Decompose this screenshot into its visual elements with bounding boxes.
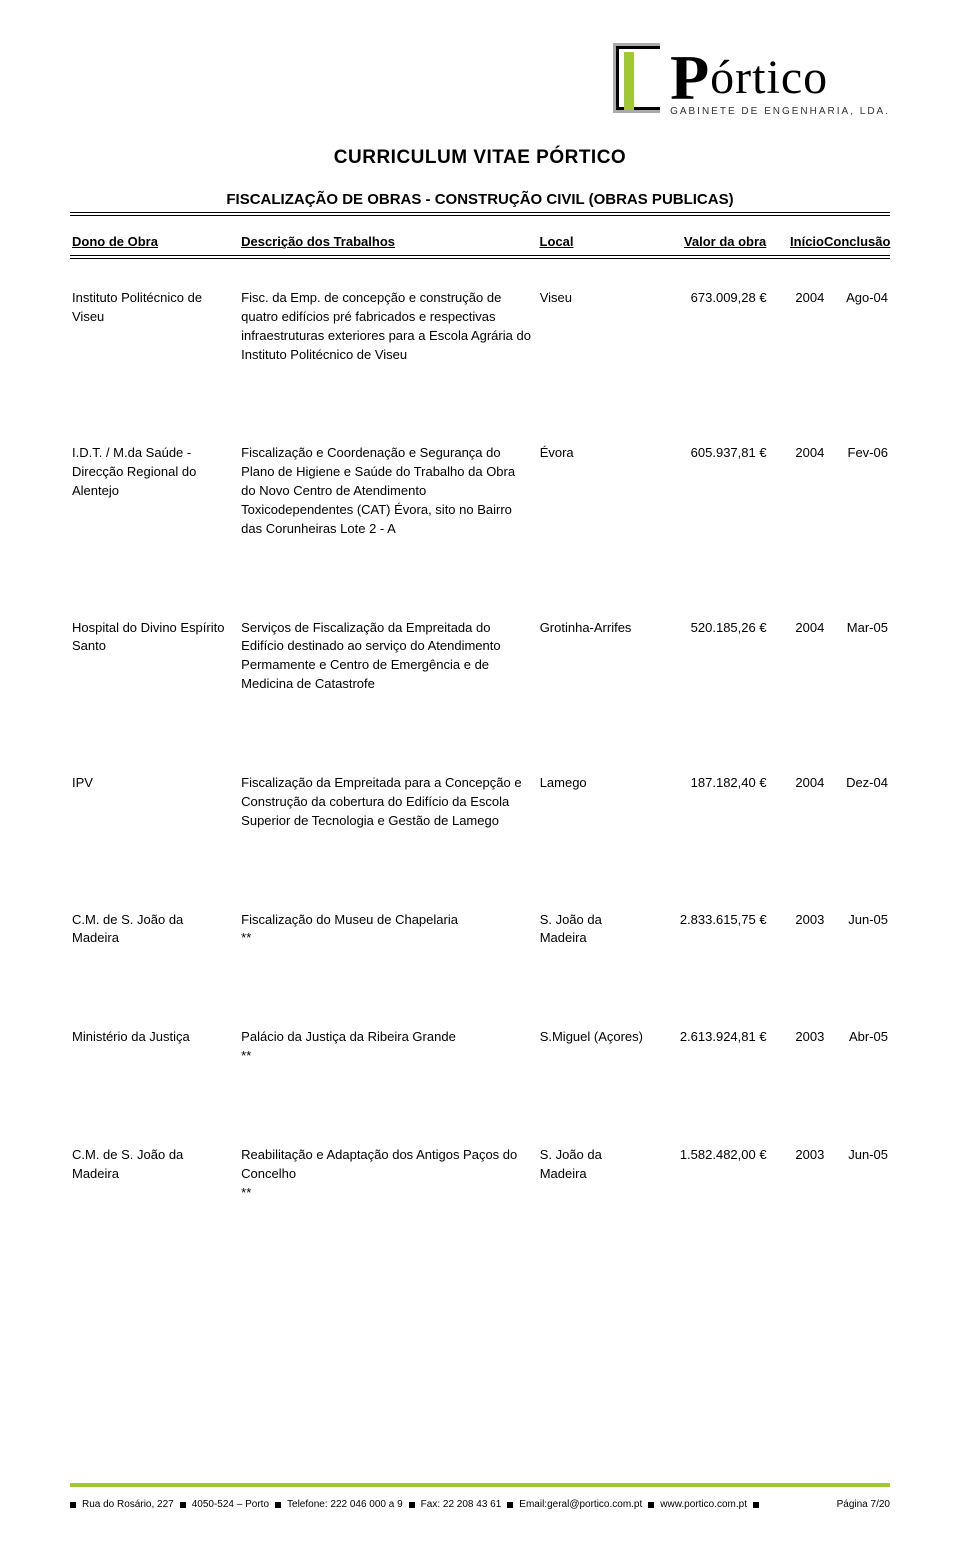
page-title: CURRICULUM VITAE PÓRTICO [70,147,890,169]
footer-page: Página 7/20 [837,1499,890,1510]
cell-conclusao: Ago-04 [824,289,888,364]
cell-valor: 1.582.482,00 € [657,1146,766,1203]
cell-local: Évora [540,444,657,538]
cell-desc: Palácio da Justiça da Ribeira Grande ** [241,1028,540,1066]
cell-inicio: 2004 [767,444,825,538]
footer-line: Rua do Rosário, 227 4050-524 – Porto Tel… [70,1499,890,1510]
cell-local: Grotinha-Arrifes [540,619,657,694]
cell-valor: 2.833.615,75 € [657,911,766,949]
cell-dono: C.M. de S. João da Madeira [72,1146,241,1203]
cell-inicio: 2003 [767,1146,825,1203]
rule-top [70,212,890,216]
cell-local: Lamego [540,774,657,831]
cell-local: Viseu [540,289,657,364]
cell-desc: Fiscalização do Museu de Chapelaria ** [241,911,540,949]
bullet-icon [409,1502,415,1508]
bullet-icon [275,1502,281,1508]
bullet-icon [648,1502,654,1508]
table-row: C.M. de S. João da MadeiraReabilitação e… [70,1146,890,1203]
cell-dono: Ministério da Justiça [72,1028,241,1066]
cell-conclusao: Dez-04 [824,774,888,831]
logo: Pórtico GABINETE DE ENGENHARIA, LDA. [606,40,890,117]
cell-dono: Instituto Politécnico de Viseu [72,289,241,364]
cell-dono: I.D.T. / M.da Saúde - Direcção Regional … [72,444,241,538]
logo-area: Pórtico GABINETE DE ENGENHARIA, LDA. [70,40,890,117]
cell-conclusao: Jun-05 [824,1146,888,1203]
table-row: Hospital do Divino Espírito SantoServiço… [70,619,890,694]
bullet-icon [180,1502,186,1508]
table-row: I.D.T. / M.da Saúde - Direcção Regional … [70,444,890,538]
col-header-desc: Descrição dos Trabalhos [241,234,539,249]
cell-local: S. João da Madeira [540,911,657,949]
footer-tel: Telefone: 222 046 000 a 9 [287,1499,403,1510]
table-row: Ministério da JustiçaPalácio da Justiça … [70,1028,890,1066]
footer-email: Email:geral@portico.com.pt [519,1499,642,1510]
col-header-inicio: Início [766,234,824,249]
logo-mark-icon [606,40,662,114]
bullet-icon [753,1502,759,1508]
bullet-icon [507,1502,513,1508]
page-subtitle: FISCALIZAÇÃO DE OBRAS - CONSTRUÇÃO CIVIL… [70,191,890,208]
cell-conclusao: Fev-06 [824,444,888,538]
rule-header [70,255,890,259]
logo-word: Pórtico [670,40,890,104]
col-header-local: Local [540,234,657,249]
footer: Rua do Rosário, 227 4050-524 – Porto Tel… [0,1483,960,1510]
cell-local: S.Miguel (Açores) [540,1028,657,1066]
cell-desc: Fisc. da Emp. de concepção e construção … [241,289,540,364]
table-row: IPVFiscalização da Empreitada para a Con… [70,774,890,831]
cell-inicio: 2003 [767,1028,825,1066]
cell-conclusao: Jun-05 [824,911,888,949]
cell-dono: C.M. de S. João da Madeira [72,911,241,949]
cell-desc: Fiscalização da Empreitada para a Concep… [241,774,540,831]
cell-valor: 187.182,40 € [657,774,766,831]
cell-valor: 605.937,81 € [657,444,766,538]
cell-local: S. João da Madeira [540,1146,657,1203]
cell-dono: IPV [72,774,241,831]
footer-addr: Rua do Rosário, 227 [82,1499,174,1510]
entries-container: Instituto Politécnico de ViseuFisc. da E… [70,289,890,1202]
table-row: C.M. de S. João da MadeiraFiscalização d… [70,911,890,949]
bullet-icon [70,1502,76,1508]
cell-conclusao: Mar-05 [824,619,888,694]
cell-inicio: 2004 [767,774,825,831]
col-header-valor: Valor da obra [657,234,766,249]
footer-postal: 4050-524 – Porto [192,1499,269,1510]
col-header-conclusao: Conclusão [824,234,888,249]
table-header: Dono de Obra Descrição dos Trabalhos Loc… [70,234,890,255]
cell-desc: Fiscalização e Coordenação e Segurança d… [241,444,540,538]
table-row: Instituto Politécnico de ViseuFisc. da E… [70,289,890,364]
footer-bar [70,1483,890,1487]
col-header-dono: Dono de Obra [72,234,241,249]
cell-desc: Reabilitação e Adaptação dos Antigos Paç… [241,1146,540,1203]
cell-conclusao: Abr-05 [824,1028,888,1066]
cell-dono: Hospital do Divino Espírito Santo [72,619,241,694]
cell-valor: 520.185,26 € [657,619,766,694]
cell-inicio: 2004 [767,619,825,694]
cell-valor: 673.009,28 € [657,289,766,364]
cell-valor: 2.613.924,81 € [657,1028,766,1066]
cell-desc: Serviços de Fiscalização da Empreitada d… [241,619,540,694]
cell-inicio: 2004 [767,289,825,364]
cell-inicio: 2003 [767,911,825,949]
footer-site: www.portico.com.pt [660,1499,747,1510]
footer-fax: Fax: 22 208 43 61 [421,1499,502,1510]
logo-text: Pórtico GABINETE DE ENGENHARIA, LDA. [670,40,890,117]
